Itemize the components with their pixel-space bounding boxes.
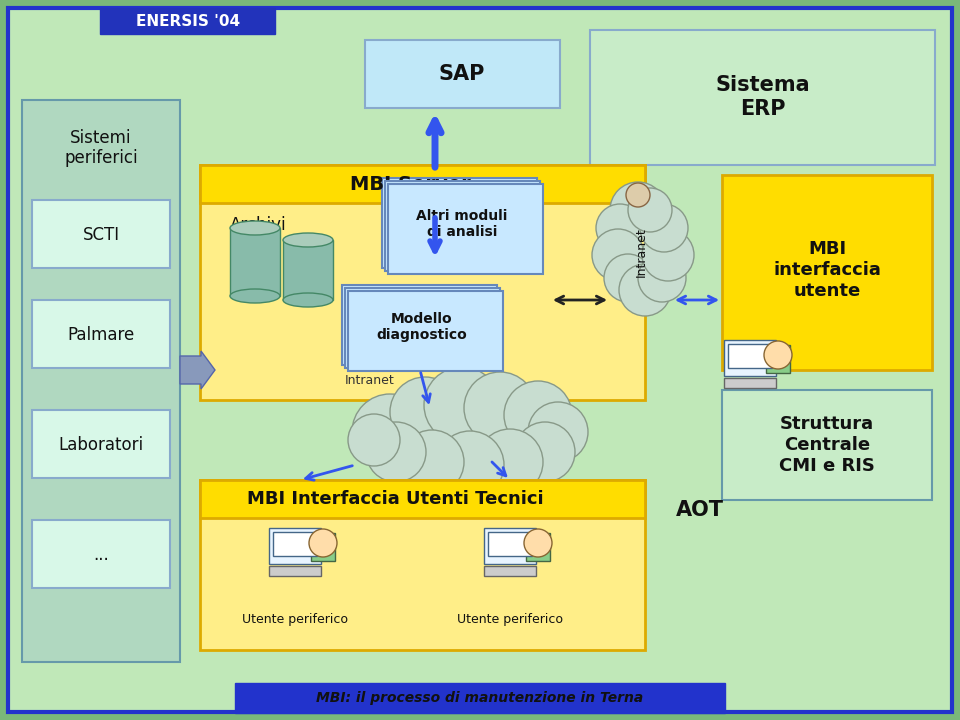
Text: Struttura
Centrale
CMI e RIS: Struttura Centrale CMI e RIS xyxy=(780,415,875,474)
Ellipse shape xyxy=(283,233,333,247)
Bar xyxy=(488,532,532,556)
Ellipse shape xyxy=(230,289,280,303)
Circle shape xyxy=(477,429,543,495)
Bar xyxy=(348,291,503,371)
Bar xyxy=(269,566,321,576)
Circle shape xyxy=(610,182,666,238)
Ellipse shape xyxy=(230,221,280,235)
Text: MBI Server: MBI Server xyxy=(350,174,470,194)
Bar xyxy=(22,100,180,662)
Text: Palmare: Palmare xyxy=(67,326,134,344)
Bar xyxy=(388,184,543,274)
Bar xyxy=(230,228,280,296)
Text: MBI
interfaccia
utente: MBI interfaccia utente xyxy=(773,240,881,300)
Circle shape xyxy=(764,341,792,369)
Text: SCTI: SCTI xyxy=(83,226,120,244)
Bar xyxy=(32,520,170,588)
Bar xyxy=(766,345,790,373)
Bar xyxy=(273,532,317,556)
Circle shape xyxy=(628,188,672,232)
Circle shape xyxy=(604,254,652,302)
Bar xyxy=(32,410,170,478)
Text: MBI: il processo di manutenzione in Terna: MBI: il processo di manutenzione in Tern… xyxy=(317,691,643,705)
Circle shape xyxy=(424,367,500,443)
Circle shape xyxy=(638,254,686,302)
Text: Laboratori: Laboratori xyxy=(59,436,144,454)
Circle shape xyxy=(524,529,552,557)
Text: Sistema
ERP: Sistema ERP xyxy=(716,76,810,119)
Bar xyxy=(100,8,275,34)
Bar xyxy=(484,528,536,564)
FancyArrow shape xyxy=(180,351,215,389)
Bar xyxy=(200,480,645,650)
Text: Utente periferico: Utente periferico xyxy=(242,613,348,626)
Bar xyxy=(342,285,497,365)
Circle shape xyxy=(390,377,460,447)
Bar xyxy=(484,566,536,576)
Text: Utente periferico: Utente periferico xyxy=(457,613,563,626)
Text: MBI Interfaccia Utenti Tecnici: MBI Interfaccia Utenti Tecnici xyxy=(247,490,543,508)
Bar xyxy=(722,175,932,370)
Bar xyxy=(722,390,932,500)
Bar xyxy=(32,200,170,268)
Bar xyxy=(311,533,335,561)
Text: Sistemi
periferici: Sistemi periferici xyxy=(64,129,138,167)
Text: AOT: AOT xyxy=(676,500,724,520)
Circle shape xyxy=(400,430,464,494)
Bar xyxy=(526,533,550,561)
Circle shape xyxy=(528,402,588,462)
Bar xyxy=(382,178,537,268)
Text: ENERSIS '04: ENERSIS '04 xyxy=(136,14,240,29)
Bar xyxy=(724,340,776,376)
Bar xyxy=(345,288,500,368)
Circle shape xyxy=(352,394,428,470)
Text: Archivi: Archivi xyxy=(230,216,287,234)
Bar xyxy=(385,181,540,271)
Circle shape xyxy=(436,431,504,499)
Circle shape xyxy=(464,372,536,444)
Circle shape xyxy=(504,381,572,449)
Bar xyxy=(283,240,333,300)
Bar xyxy=(269,528,321,564)
Circle shape xyxy=(592,229,644,281)
Text: Altri moduli
di analisi: Altri moduli di analisi xyxy=(417,209,508,239)
Bar xyxy=(724,378,776,388)
Bar xyxy=(590,30,935,165)
Circle shape xyxy=(515,422,575,482)
Bar xyxy=(200,480,645,518)
Text: SAP: SAP xyxy=(439,64,485,84)
Ellipse shape xyxy=(283,293,333,307)
Circle shape xyxy=(619,264,671,316)
Bar xyxy=(32,300,170,368)
Circle shape xyxy=(348,414,400,466)
Circle shape xyxy=(642,229,694,281)
Circle shape xyxy=(596,204,644,252)
Text: Modello
diagnostico: Modello diagnostico xyxy=(376,312,468,342)
Bar xyxy=(200,165,645,400)
Circle shape xyxy=(640,204,688,252)
Bar xyxy=(728,344,772,368)
Bar xyxy=(235,683,725,713)
Bar xyxy=(365,40,560,108)
Text: Intranet: Intranet xyxy=(346,374,395,387)
Circle shape xyxy=(366,422,426,482)
Text: ...: ... xyxy=(93,546,108,564)
Circle shape xyxy=(309,529,337,557)
Text: Intranet: Intranet xyxy=(635,227,647,277)
Bar xyxy=(200,165,645,203)
Circle shape xyxy=(626,183,650,207)
